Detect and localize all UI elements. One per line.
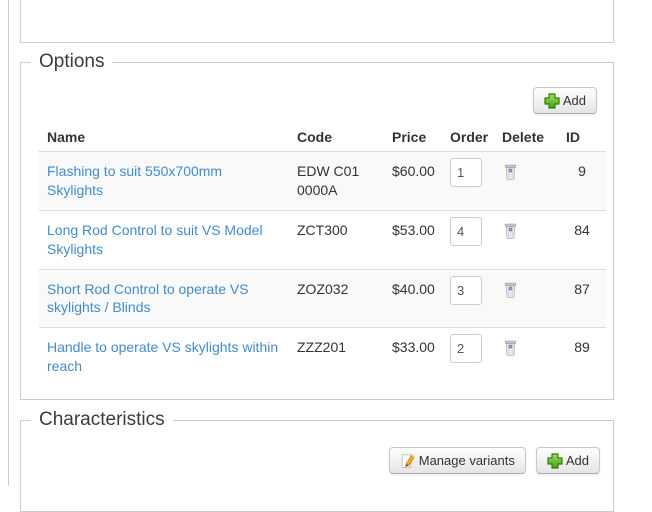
- delete-button[interactable]: [504, 164, 517, 180]
- characteristics-panel: Characteristics Manage variants Add: [20, 420, 614, 512]
- option-price: $33.00: [384, 328, 442, 386]
- option-code: ZCT300: [289, 210, 384, 269]
- options-legend: Options: [31, 50, 112, 74]
- characteristics-buttons-row: Manage variants Add: [389, 447, 600, 474]
- option-price: $60.00: [384, 152, 442, 211]
- trash-icon: [504, 340, 517, 356]
- option-row: Handle to operate VS skylights within re…: [39, 328, 606, 386]
- column-header-code: Code: [289, 123, 384, 152]
- option-code: ZZZ201: [289, 328, 384, 386]
- plus-icon: [544, 93, 560, 109]
- options-table-body: Flashing to suit 550x700mm Skylights EDW…: [39, 152, 606, 387]
- characteristics-legend: Characteristics: [31, 408, 173, 432]
- option-row: Short Rod Control to operate VS skylight…: [39, 269, 606, 328]
- add-characteristic-button[interactable]: Add: [536, 447, 600, 474]
- options-table-header-row: Name Code Price Order Delete ID: [39, 123, 606, 152]
- options-table: Name Code Price Order Delete ID Flashing…: [39, 123, 606, 386]
- previous-section-box: [20, 0, 614, 43]
- delete-button[interactable]: [504, 223, 517, 239]
- trash-icon: [504, 282, 517, 298]
- order-input[interactable]: [450, 276, 482, 305]
- order-input[interactable]: [450, 158, 482, 187]
- pencil-icon: [400, 453, 416, 469]
- option-name-link[interactable]: Flashing to suit 550x700mm Skylights: [47, 163, 222, 198]
- manage-variants-button-label: Manage variants: [419, 453, 515, 468]
- option-id: 9: [558, 152, 606, 211]
- option-row: Flashing to suit 550x700mm Skylights EDW…: [39, 152, 606, 211]
- options-add-row: Add: [533, 87, 597, 114]
- option-name-link[interactable]: Handle to operate VS skylights within re…: [47, 339, 278, 374]
- option-name-link[interactable]: Short Rod Control to operate VS skylight…: [47, 281, 249, 316]
- option-price: $40.00: [384, 269, 442, 328]
- option-code: ZOZ032: [289, 269, 384, 328]
- column-header-delete: Delete: [494, 123, 558, 152]
- option-price: $53.00: [384, 210, 442, 269]
- column-header-order: Order: [442, 123, 494, 152]
- trash-icon: [504, 164, 517, 180]
- order-input[interactable]: [450, 217, 482, 246]
- add-option-button-label: Add: [563, 93, 586, 108]
- plus-icon: [547, 453, 563, 469]
- option-row: Long Rod Control to suit VS Model Skylig…: [39, 210, 606, 269]
- page-left-border: [8, 0, 9, 486]
- option-code: EDW C01 0000A: [289, 152, 384, 211]
- column-header-price: Price: [384, 123, 442, 152]
- column-header-id: ID: [558, 123, 606, 152]
- option-name-link[interactable]: Long Rod Control to suit VS Model Skylig…: [47, 222, 263, 257]
- order-input[interactable]: [450, 334, 482, 363]
- manage-variants-button[interactable]: Manage variants: [389, 447, 526, 474]
- add-option-button[interactable]: Add: [533, 87, 597, 114]
- option-id: 84: [558, 210, 606, 269]
- add-characteristic-button-label: Add: [566, 453, 589, 468]
- delete-button[interactable]: [504, 340, 517, 356]
- trash-icon: [504, 223, 517, 239]
- option-id: 89: [558, 328, 606, 386]
- options-panel: Options Add Name Code Price Order Delete…: [20, 62, 614, 400]
- option-id: 87: [558, 269, 606, 328]
- column-header-name: Name: [39, 123, 289, 152]
- delete-button[interactable]: [504, 282, 517, 298]
